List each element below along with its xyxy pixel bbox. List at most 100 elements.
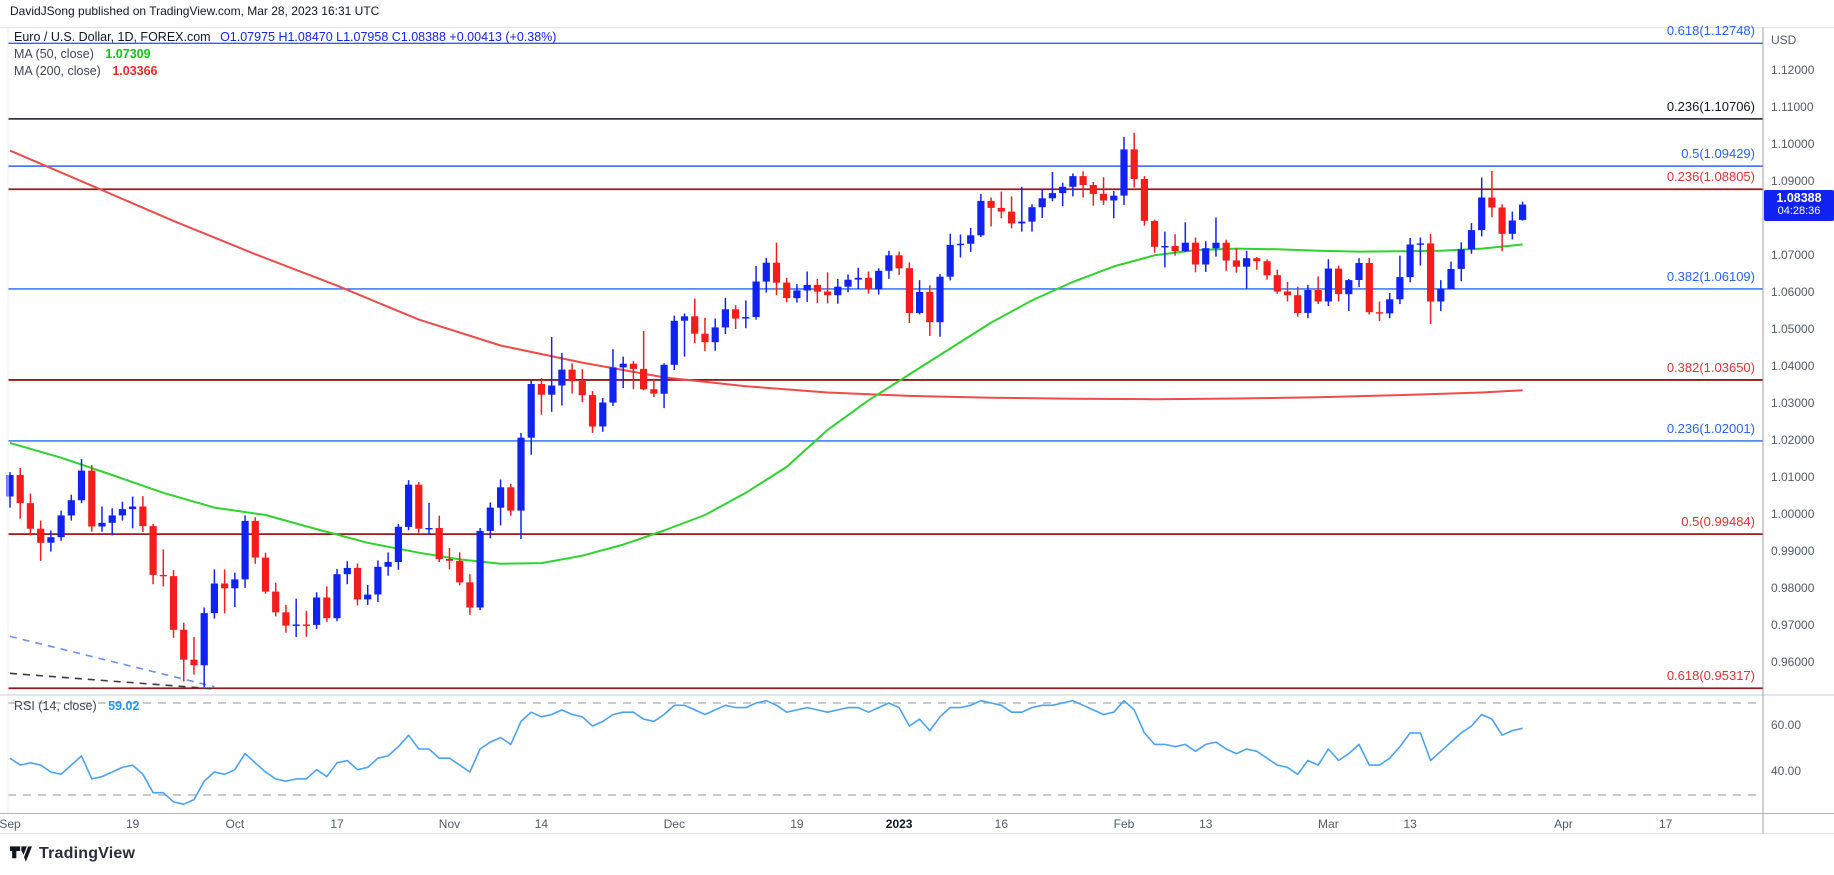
candle bbox=[629, 361, 637, 390]
candle-body bbox=[1416, 243, 1424, 245]
tradingview-logo-link[interactable]: TradingView bbox=[10, 845, 135, 863]
symbol-legend[interactable]: Euro / U.S. Dollar, 1D, FOREX.com O1.079… bbox=[14, 30, 556, 44]
candle bbox=[394, 523, 402, 570]
candle-body bbox=[670, 320, 678, 365]
candle bbox=[844, 274, 852, 293]
candle bbox=[834, 278, 842, 304]
candle bbox=[956, 234, 965, 258]
candle-body bbox=[721, 309, 729, 328]
candle bbox=[783, 277, 791, 303]
candle bbox=[67, 494, 75, 521]
candle-body bbox=[946, 244, 954, 277]
candle-body bbox=[261, 557, 270, 592]
candle-body bbox=[272, 591, 280, 613]
candle bbox=[6, 472, 14, 508]
time-tick: 2023 bbox=[885, 817, 913, 831]
trendline-1[interactable] bbox=[9, 672, 215, 690]
candle-body bbox=[1457, 249, 1465, 269]
time-tick: 17 bbox=[330, 817, 344, 831]
candle bbox=[1519, 201, 1527, 221]
candle bbox=[701, 317, 709, 352]
candle-body bbox=[1427, 243, 1435, 302]
candle bbox=[456, 552, 464, 586]
candle-body bbox=[323, 597, 331, 619]
candle bbox=[1283, 281, 1292, 302]
candle bbox=[1437, 280, 1445, 312]
ma50-legend[interactable]: MA (50, close) 1.07309 bbox=[14, 47, 151, 61]
candle bbox=[200, 607, 208, 688]
candle bbox=[466, 574, 474, 615]
candle-body bbox=[1304, 290, 1312, 313]
candle-body bbox=[1467, 230, 1476, 250]
candle bbox=[1151, 219, 1159, 253]
candle bbox=[1253, 257, 1261, 270]
candle bbox=[1069, 173, 1077, 197]
candle bbox=[936, 274, 944, 337]
candle bbox=[548, 337, 556, 412]
candle bbox=[1324, 259, 1332, 306]
candle bbox=[926, 285, 934, 336]
candle-body bbox=[650, 389, 658, 394]
ma200-label: MA (200, close) bbox=[14, 64, 101, 78]
candle-body bbox=[1263, 261, 1271, 276]
candle bbox=[916, 280, 924, 315]
candle-body bbox=[834, 286, 842, 296]
candle-body bbox=[1478, 197, 1486, 231]
candle bbox=[1406, 237, 1414, 283]
candle bbox=[1335, 265, 1343, 302]
candle-body bbox=[149, 526, 157, 575]
candle bbox=[486, 502, 494, 539]
time-tick: 13 bbox=[1403, 817, 1417, 831]
candle bbox=[875, 268, 883, 295]
candle-body bbox=[1008, 211, 1016, 224]
time-tick: 13 bbox=[1199, 817, 1213, 831]
candle-body bbox=[16, 475, 24, 504]
rsi-legend[interactable]: RSI (14, close) 59.02 bbox=[14, 699, 139, 713]
price-tick: 1.06000 bbox=[1771, 285, 1815, 299]
candle-body bbox=[813, 284, 821, 292]
rsi-curve bbox=[9, 699, 1523, 805]
candle bbox=[517, 432, 525, 540]
tradingview-icon bbox=[10, 846, 32, 862]
fib-level-label: 0.618(0.95317) bbox=[1666, 668, 1755, 684]
candle bbox=[895, 251, 903, 275]
candle-body bbox=[1508, 220, 1516, 234]
attribution-text: DavidJSong published on TradingView.com,… bbox=[10, 4, 380, 18]
price-tick: 1.07000 bbox=[1771, 248, 1815, 262]
candle-body bbox=[1294, 295, 1302, 313]
candle-body bbox=[302, 624, 310, 626]
candle bbox=[1365, 257, 1373, 315]
candle-body bbox=[977, 200, 985, 236]
candle-body bbox=[47, 537, 55, 543]
ma200-legend[interactable]: MA (200, close) 1.03366 bbox=[14, 64, 158, 78]
candle bbox=[885, 250, 893, 279]
candle bbox=[497, 479, 505, 526]
candle bbox=[159, 549, 167, 587]
candle bbox=[364, 584, 372, 605]
candle bbox=[343, 561, 351, 585]
candle bbox=[1181, 222, 1189, 252]
fib-level-label: 0.382(1.03650) bbox=[1666, 359, 1755, 375]
last-price-badge: 1.08388 04:28:36 bbox=[1764, 189, 1834, 221]
candle bbox=[1304, 284, 1312, 319]
tradingview-brand-text: TradingView bbox=[39, 845, 136, 862]
candle bbox=[813, 278, 821, 303]
candle bbox=[824, 272, 832, 304]
candle-body bbox=[1355, 263, 1363, 280]
fib-level-label: 0.236(1.02001) bbox=[1666, 420, 1755, 436]
ma50-line bbox=[9, 243, 1523, 565]
time-tick: Feb bbox=[1113, 817, 1135, 831]
trendline-0[interactable] bbox=[9, 635, 215, 688]
candle-body bbox=[875, 270, 883, 290]
candle bbox=[98, 506, 106, 532]
candle-body bbox=[1396, 277, 1404, 300]
candle-body bbox=[864, 277, 873, 290]
candle-body bbox=[1386, 299, 1394, 314]
candle bbox=[854, 267, 862, 289]
candle bbox=[221, 569, 229, 614]
candle-body bbox=[660, 364, 668, 394]
candle bbox=[507, 483, 515, 516]
time-tick: Oct bbox=[225, 817, 245, 831]
candle bbox=[302, 610, 310, 637]
